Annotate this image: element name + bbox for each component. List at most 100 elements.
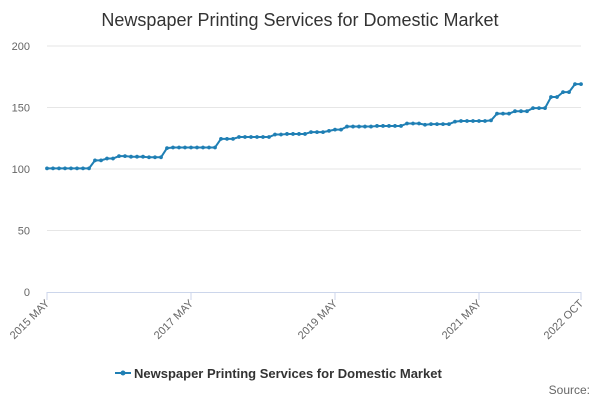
data-point <box>423 122 427 127</box>
data-point <box>261 135 265 139</box>
legend-label: Newspaper Printing Services for Domestic… <box>134 366 442 381</box>
data-point <box>141 154 145 159</box>
data-point <box>381 124 385 128</box>
data-point <box>333 127 337 132</box>
y-tick-label: 50 <box>18 226 30 238</box>
legend[interactable]: Newspaper Printing Services for Domestic… <box>115 366 442 381</box>
y-axis: 0 50 100 150 200 <box>12 41 30 299</box>
data-point <box>135 154 139 159</box>
data-point <box>513 109 517 114</box>
data-point <box>471 119 475 123</box>
data-point <box>297 132 301 136</box>
data-point <box>45 166 49 171</box>
data-point <box>411 121 415 126</box>
data-point <box>225 136 229 141</box>
data-point <box>459 119 463 123</box>
data-point <box>327 128 331 133</box>
data-point <box>183 145 187 150</box>
y-tick-label: 100 <box>12 164 30 176</box>
data-point <box>147 155 151 160</box>
data-point <box>447 122 451 126</box>
data-point <box>345 124 349 129</box>
data-point <box>453 119 457 124</box>
data-point <box>75 166 79 171</box>
legend-marker-icon <box>120 370 126 376</box>
y-tick-label: 150 <box>12 103 30 115</box>
data-point <box>507 111 511 116</box>
data-point <box>285 132 289 136</box>
data-point <box>219 136 223 141</box>
data-point <box>171 145 175 150</box>
data-point <box>537 106 541 111</box>
x-tick-label: 2022 OCT <box>542 297 587 342</box>
data-point <box>111 156 115 161</box>
data-point <box>51 166 55 171</box>
data-point <box>177 145 181 150</box>
data-point <box>525 109 529 114</box>
data-point <box>387 124 391 128</box>
data-point <box>123 154 127 158</box>
data-point <box>369 124 373 129</box>
data-point <box>153 155 157 160</box>
data-point <box>105 156 109 161</box>
x-tick-label: 2021 MAY <box>440 297 485 342</box>
data-point <box>549 95 553 99</box>
data-point <box>519 109 523 114</box>
x-tick-label: 2015 MAY <box>8 297 53 342</box>
data-point <box>309 130 313 135</box>
data-point <box>267 135 271 139</box>
data-point <box>243 135 247 139</box>
data-point <box>189 145 193 150</box>
data-point <box>81 166 85 171</box>
data-point <box>441 122 445 126</box>
data-point <box>573 82 577 87</box>
data-point <box>195 145 199 150</box>
data-point <box>495 111 499 116</box>
data-point <box>87 166 91 171</box>
x-axis: 2015 MAY 2017 MAY 2019 MAY 2021 MAY 2022 OCT <box>8 292 586 342</box>
data-point <box>291 132 295 136</box>
data-point <box>351 124 355 129</box>
data-point <box>159 155 163 160</box>
data-point <box>63 166 67 171</box>
data-point <box>315 130 319 135</box>
data-point <box>201 145 205 150</box>
data-point <box>357 124 361 129</box>
data-point <box>489 118 493 123</box>
x-tick-label: 2017 MAY <box>152 297 197 342</box>
data-point <box>57 166 61 171</box>
data-point <box>231 136 235 141</box>
data-point <box>213 145 217 150</box>
series-layer <box>45 82 583 171</box>
data-point <box>417 121 421 126</box>
data-point <box>543 106 547 111</box>
x-tick-label: 2019 MAY <box>296 297 341 342</box>
data-point <box>339 127 343 132</box>
data-point <box>501 111 505 116</box>
data-point <box>69 166 73 171</box>
data-point <box>567 90 571 95</box>
data-point <box>429 122 433 126</box>
y-tick-label: 0 <box>24 287 30 299</box>
data-point <box>117 154 121 158</box>
data-point <box>273 132 277 137</box>
data-point <box>249 135 253 139</box>
data-point <box>93 158 97 163</box>
data-point <box>555 95 559 99</box>
data-point <box>405 121 409 126</box>
source-label: Source: <box>549 383 590 397</box>
data-point <box>561 90 565 95</box>
data-point <box>399 124 403 128</box>
data-point <box>165 146 169 150</box>
data-point <box>531 106 535 111</box>
data-point <box>99 158 103 163</box>
chart-title: Newspaper Printing Services for Domestic… <box>101 10 498 30</box>
y-tick-label: 200 <box>12 41 30 53</box>
data-point <box>483 119 487 123</box>
series-line <box>46 83 582 170</box>
data-point <box>465 119 469 123</box>
data-point <box>129 154 133 159</box>
data-point <box>363 124 367 129</box>
data-point <box>579 82 583 87</box>
